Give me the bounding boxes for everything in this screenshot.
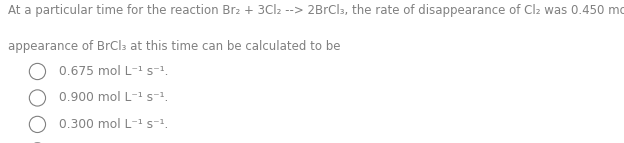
Text: At a particular time for the reaction Br₂ + 3Cl₂ --> 2BrCl₃, the rate of disappe: At a particular time for the reaction Br… bbox=[8, 4, 624, 17]
Text: 0.900 mol L⁻¹ s⁻¹.: 0.900 mol L⁻¹ s⁻¹. bbox=[59, 92, 168, 104]
Text: 0.675 mol L⁻¹ s⁻¹.: 0.675 mol L⁻¹ s⁻¹. bbox=[59, 65, 168, 78]
Text: appearance of BrCl₃ at this time can be calculated to be: appearance of BrCl₃ at this time can be … bbox=[8, 40, 341, 53]
Text: 0.300 mol L⁻¹ s⁻¹.: 0.300 mol L⁻¹ s⁻¹. bbox=[59, 118, 168, 131]
